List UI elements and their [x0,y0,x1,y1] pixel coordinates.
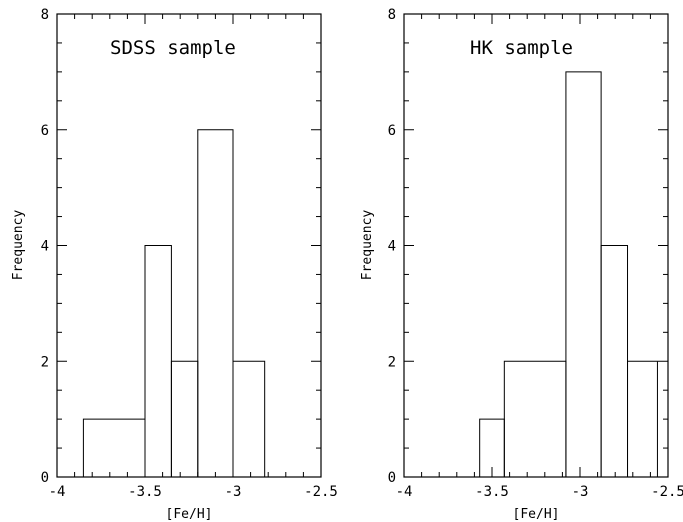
plot-frame [403,13,669,478]
histogram-bar [232,360,266,478]
y-tick-label: 4 [388,239,396,255]
axis-ticks [403,13,669,478]
panel-hk: -4 -3.5 -3 -2.5 0 2 4 6 8 HK sample [Fe/H] Freq… [360,7,683,522]
x-tick-label: -3 [225,484,242,500]
histogram-bar [82,418,146,478]
x-tick-label: -4 [396,484,413,500]
x-tick-label: -3.5 [475,484,509,500]
histogram-bar [170,360,199,478]
y-tick-label: 0 [388,470,396,486]
y-tick-labels: 0 2 4 6 8 [388,7,396,486]
histogram-bar [627,360,658,478]
panel-sdss: -4 -3.5 -3 -2.5 0 2 4 6 8 SDSS sample [Fe/H] Fr… [11,7,338,522]
plot-frame [56,13,322,478]
histogram-bars [82,129,266,478]
histogram-bars [479,71,658,478]
x-tick-labels: -4 -3.5 -3 -2.5 [396,484,683,500]
x-tick-label: -2.5 [651,484,683,500]
y-axis-label: Frequency [360,210,375,281]
histogram-bar [565,71,602,478]
y-axis-label: Frequency [11,210,26,281]
x-tick-label: -4 [49,484,66,500]
x-tick-label: -3.5 [128,484,162,500]
y-tick-label: 6 [388,123,396,139]
x-tick-labels: -4 -3.5 -3 -2.5 [49,484,338,500]
y-tick-label: 8 [388,7,396,23]
axis-ticks [56,13,322,478]
x-tick-label: -2.5 [304,484,338,500]
x-axis-label: [Fe/H] [166,507,213,522]
y-tick-labels: 0 2 4 6 8 [41,7,49,486]
y-tick-label: 4 [41,239,49,255]
panel-annotation: HK sample [470,37,573,59]
panel-annotation: SDSS sample [110,37,236,59]
y-tick-label: 2 [41,354,49,370]
y-tick-label: 6 [41,123,49,139]
x-tick-label: -3 [572,484,589,500]
histogram-bar [144,245,172,478]
y-tick-label: 8 [41,7,49,23]
histogram-bar [503,360,567,478]
x-axis-label: [Fe/H] [513,507,560,522]
histogram-bar [600,245,629,478]
histogram-bar [197,129,234,478]
y-tick-label: 2 [388,354,396,370]
y-tick-label: 0 [41,470,49,486]
